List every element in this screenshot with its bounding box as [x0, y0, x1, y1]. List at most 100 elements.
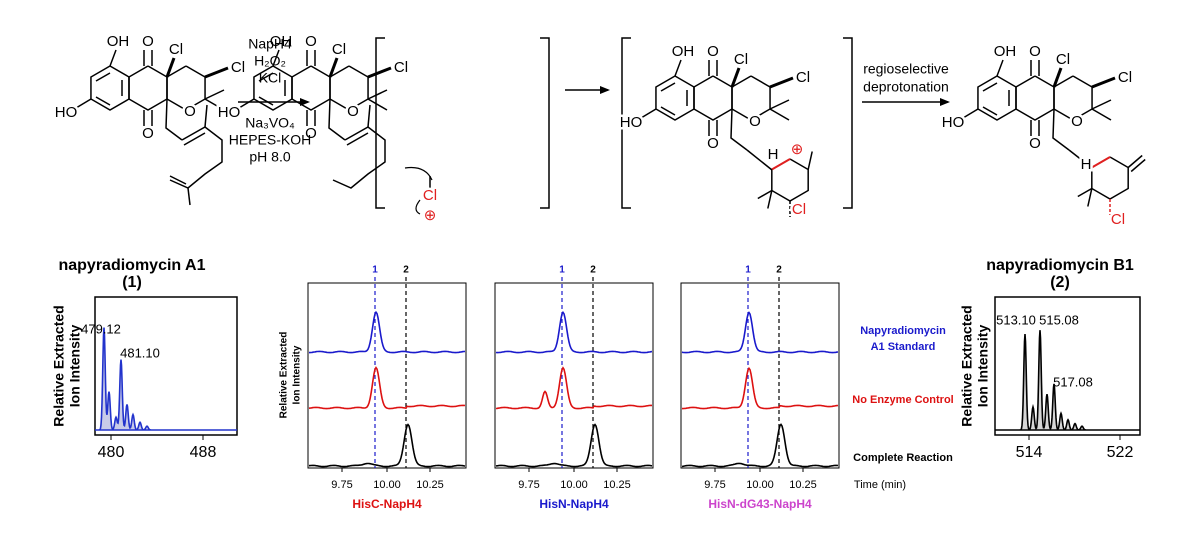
- atom-label: OH: [107, 33, 130, 50]
- bracket: [621, 37, 631, 209]
- bond: [767, 190, 773, 209]
- trace: [682, 366, 839, 410]
- bond: [693, 75, 733, 121]
- compound-number: (2): [1050, 274, 1070, 291]
- atom-label: ⊕: [424, 207, 437, 224]
- marker-label: 2: [590, 265, 596, 276]
- panel-label: HisN-dG43-NapH4: [708, 497, 812, 511]
- reagent: KCl: [259, 70, 282, 86]
- panel-label: HisN-NapH4: [539, 497, 609, 511]
- atom-label: O: [1071, 113, 1083, 130]
- bond: [258, 96, 274, 106]
- bond: [367, 66, 392, 79]
- spectrum-area: [995, 330, 1140, 431]
- trace-label: Napyradiomycin: [860, 325, 946, 337]
- bond: [1091, 156, 1111, 169]
- trace-label: Complete Reaction: [853, 452, 953, 464]
- x-tick-label: 10.25: [416, 479, 444, 491]
- y-axis-label: Ion Intensity: [975, 325, 991, 408]
- bond: [769, 76, 794, 89]
- atom-label: O: [142, 125, 154, 142]
- bond: [1052, 108, 1070, 151]
- bond: [769, 99, 790, 110]
- bond: [183, 132, 206, 146]
- x-tick-label: 514: [1016, 444, 1043, 461]
- bond: [962, 108, 979, 119]
- trace: [495, 423, 653, 468]
- marker-label: 2: [403, 265, 409, 276]
- atom-label: HO: [620, 114, 643, 131]
- bond: [674, 59, 682, 77]
- bond: [272, 49, 280, 67]
- atom-label: H: [1081, 156, 1092, 173]
- x-tick-label: 10.25: [789, 479, 817, 491]
- bond: [165, 57, 176, 78]
- bond: [367, 89, 388, 100]
- bond: [996, 59, 1004, 77]
- reagent: pH 8.0: [249, 149, 290, 165]
- spectrum-title: napyradiomycin B1: [986, 257, 1134, 274]
- trace: [308, 366, 466, 410]
- y-axis-label: Relative Extracted: [279, 332, 290, 419]
- reagent: Na₃VO₄: [245, 115, 295, 131]
- bond: [757, 189, 773, 200]
- atom-label: OH: [994, 43, 1017, 60]
- bond: [640, 108, 657, 119]
- atom-label: Cl: [796, 69, 810, 86]
- atom-label: HO: [942, 114, 965, 131]
- bond: [95, 96, 111, 106]
- reagent: HEPES-KOH: [229, 132, 311, 148]
- bond: [258, 72, 274, 82]
- bond: [90, 65, 130, 111]
- bond: [328, 98, 346, 141]
- x-axis-label: Time (min): [854, 479, 906, 491]
- atom-label: Cl: [423, 187, 437, 204]
- bond: [660, 106, 676, 116]
- peak-label: 517.08: [1053, 374, 1093, 389]
- marker-label: 1: [372, 265, 378, 276]
- bond: [982, 82, 998, 92]
- bond: [1091, 108, 1112, 121]
- bond: [1015, 75, 1055, 121]
- peak-label: 479.12: [81, 321, 121, 336]
- trace: [495, 310, 653, 354]
- bond: [187, 187, 191, 206]
- atom-label: Cl: [1118, 69, 1132, 86]
- plot-frame: [994, 296, 1141, 436]
- trace-label: A1 Standard: [871, 341, 936, 353]
- bracket: [843, 37, 853, 209]
- bond: [367, 104, 371, 128]
- atom-label: Cl: [169, 41, 183, 58]
- x-tick-label: 10.25: [603, 479, 631, 491]
- trace: [495, 366, 652, 410]
- panel-label: HisC-NapH4: [352, 497, 422, 511]
- marker-label: 1: [745, 265, 751, 276]
- bond: [128, 65, 168, 111]
- atom-label: Cl: [792, 201, 806, 218]
- bond: [1087, 188, 1093, 207]
- atom-label: HO: [218, 104, 241, 121]
- bond: [730, 67, 741, 88]
- atom-label: O: [305, 125, 317, 142]
- y-axis-label: Relative Extracted: [51, 305, 67, 426]
- compound-number: (1): [122, 274, 142, 291]
- x-tick-label: 522: [1107, 444, 1134, 461]
- trace: [681, 423, 839, 468]
- atom-label: Cl: [1111, 211, 1125, 228]
- atom-label: O: [347, 103, 359, 120]
- bond: [291, 65, 331, 111]
- bond: [1091, 99, 1112, 110]
- curved-arrow: [404, 166, 433, 181]
- bond: [1130, 158, 1146, 173]
- x-tick-label: 10.00: [373, 479, 401, 491]
- atom-label: Cl: [231, 59, 245, 76]
- atom-label: O: [1029, 135, 1041, 152]
- bond: [771, 158, 791, 171]
- atom-label: O: [305, 33, 317, 50]
- layout: [238, 37, 950, 209]
- bond: [746, 149, 773, 171]
- x-tick-label: 9.75: [518, 479, 539, 491]
- bond: [204, 66, 229, 79]
- arrowhead: [600, 86, 610, 94]
